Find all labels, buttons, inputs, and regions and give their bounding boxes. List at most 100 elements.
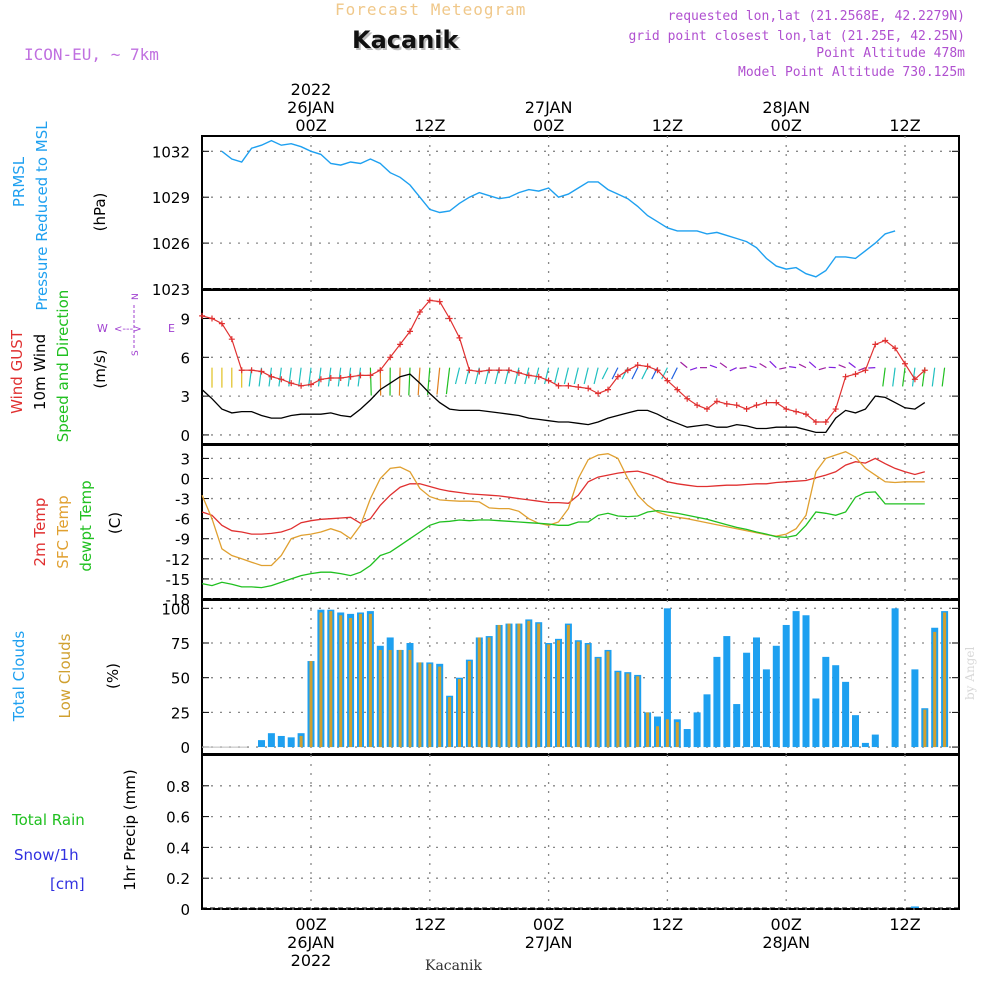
wind-gust-marker [872,341,879,348]
wind-gust-marker [634,362,641,369]
low-cloud-bar [408,649,412,748]
wind-direction-arrow [671,367,678,380]
pressure-unit: (hPa) [91,193,109,232]
y-tick-label: 50 [171,670,190,688]
wind-direction-arrow [436,367,441,395]
compass-horizontal-arrow: <---> [114,324,142,335]
compass-s-label: S [131,350,141,356]
wind-gust-marker [545,377,552,384]
panel-frame [201,135,960,290]
wind-gust-marker [644,363,651,370]
low-cloud-bar [616,672,620,748]
wind-direction-arrow [661,367,668,380]
wind-gust-marker [436,298,443,305]
wind-gust-label: Wind GUST [8,329,26,414]
wind-direction-arrow [902,367,906,387]
wind-gust-marker [862,367,869,374]
wind-gust-marker [228,336,235,343]
top-time-label: 12Z [414,116,445,135]
wind-direction-arrow [941,367,946,387]
wind-direction-arrow [369,367,372,396]
dewpt-line [201,491,925,589]
t2m-line [201,457,925,535]
bottom-time-label: 00Z [771,915,802,934]
wind-gust-marker [298,382,305,389]
wind-direction-arrow [789,366,797,369]
y-tick-label: 0.2 [166,870,190,888]
total-cloud-bar [753,637,760,748]
wind-direction-arrow [601,367,609,380]
wind-direction-arrow [631,367,639,380]
low-cloud-bar [636,676,640,748]
precip-ylabel: 1hr Precip (mm) [121,769,139,890]
y-tick-label: 9 [180,310,190,328]
low-cloud-bar [467,661,471,748]
total-cloud-bar [723,636,731,748]
total-cloud-bar [258,740,265,748]
total-rain-label: Total Rain [11,811,85,829]
wind-gust-marker [525,372,532,379]
wind-gust-marker [842,373,849,380]
low-cloud-bar [675,722,679,748]
wind-gust-marker [476,368,483,375]
wind-gust-marker [347,373,354,380]
wind-direction-arrow [641,367,649,380]
wind-gust-marker [684,395,691,402]
wind-direction-arrow [759,362,767,369]
wind-gust-marker [664,377,671,384]
wind-gust-marker [822,419,829,425]
wind-gust-marker [793,408,800,415]
wind-gust-marker [882,337,889,344]
wind-gust-marker [278,376,285,383]
y-tick-label: -6 [175,511,190,529]
wind-gust-marker [812,419,819,425]
wind-gust-marker [238,367,245,374]
low-cloud-bar [507,623,511,748]
y-tick-label: 0 [180,901,190,919]
meteogram-header-title: Forecast Meteogram [335,0,527,19]
wind-speed-line [201,373,926,434]
wind-direction-arrow [445,367,451,395]
low-cloud-bar [378,649,382,748]
grid-point-coordinates: grid point closest lon,lat (21.25E, 42.2… [628,29,965,44]
low-cloud-bar [497,624,501,748]
top-time-label: 00Z [771,116,802,135]
wind-direction-arrow [848,361,856,369]
total-cloud-bar [733,704,741,748]
wind-gust-marker [704,406,710,413]
wind-gust-marker [357,372,364,379]
bottom-time-label: 00Z [295,915,326,934]
total-cloud-bar [832,665,840,748]
y-tick-label: 1026 [152,235,190,253]
low-cloud-bar [943,612,947,748]
wind-direction-arrow [426,367,431,395]
wind-gust-marker [426,297,433,304]
total-cloud-bar [693,712,701,748]
low-cloud-bar [418,662,422,748]
y-tick-label: -15 [166,571,191,589]
low-cloud-bar [398,649,402,748]
wind-gust-marker [486,367,493,374]
wind-direction-arrow [563,367,569,385]
wind-gust-marker [654,367,661,374]
y-tick-label: 0 [180,470,190,488]
wind-gust-marker [852,371,859,378]
wind-gust-marker [713,398,720,405]
wind-gust-marker [248,367,255,374]
bottom-time-label: 2022 [291,951,332,970]
wind-direction-arrow [818,367,826,371]
wind-gust-marker [416,309,423,315]
wind-gust-marker [367,372,374,379]
bottom-time-label: 27JAN [525,933,573,952]
wind-direction-arrow [454,367,461,385]
low-cloud-bar [299,735,303,748]
low-cloud-bar [576,641,580,748]
total-cloud-bar [762,669,770,748]
bottom-time-label: 28JAN [762,933,810,952]
wind-direction-arrow [892,367,896,387]
wind-gust-marker [595,390,602,397]
wind-direction-arrow [278,367,282,387]
bottom-time-label: 26JAN [287,933,335,952]
wind-gust-marker [733,402,740,409]
model-point-altitude: Model Point Altitude 730.125m [738,65,965,80]
